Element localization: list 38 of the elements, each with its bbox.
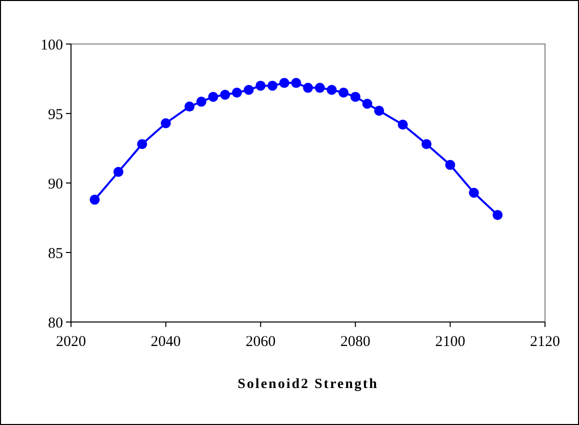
point [267,80,278,91]
point [350,92,360,102]
point [90,194,100,205]
y-tick-label: 95 [48,106,63,123]
x-tick-label: 2040 [150,334,181,350]
point [445,160,456,170]
x-tick-label: 2060 [246,334,276,350]
x-axis-title: Solenoid2 Strength [238,377,378,392]
point [362,98,372,109]
y-tick-label: 80 [48,315,63,332]
x-tick-label: 2100 [435,334,466,350]
point [314,82,325,93]
point [374,106,384,116]
point [398,120,408,130]
point [303,82,313,93]
point [256,80,266,91]
point [160,118,171,128]
point [232,88,242,98]
point [220,90,230,100]
point [468,188,479,198]
point [244,84,254,95]
y-tick-label: 100 [40,37,63,54]
point [326,84,337,95]
x-tick-label: 2120 [530,334,560,350]
point [492,210,503,220]
point [291,78,302,88]
x-tick-label: 2080 [340,334,370,350]
point [184,102,194,112]
y-tick-label: 85 [48,246,63,262]
point [113,166,124,177]
point [196,96,206,107]
x-tick-label: 2020 [56,334,86,350]
point [279,78,290,88]
point [208,92,218,102]
y-tick-label: 90 [48,176,63,192]
point [137,139,148,150]
point [422,139,432,150]
point [338,88,349,98]
